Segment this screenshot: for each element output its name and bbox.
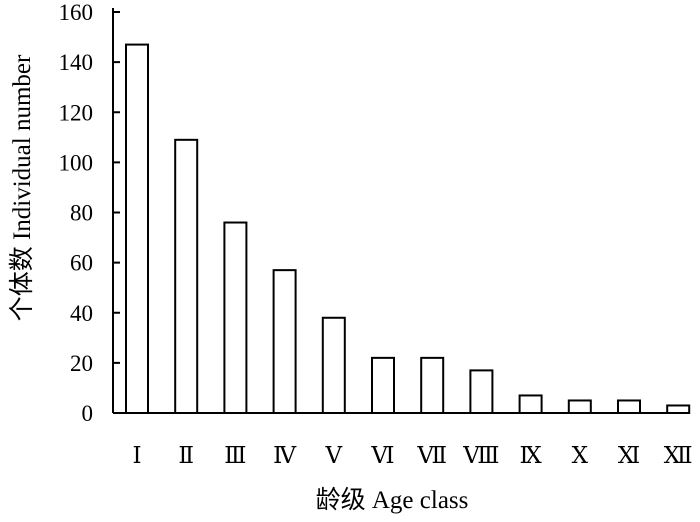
- x-category-label: Ⅰ: [132, 443, 141, 468]
- y-tick-label: 40: [70, 301, 93, 326]
- bar-3: [223, 221, 248, 414]
- x-category-label: Ⅲ: [224, 443, 246, 468]
- bar-11: [617, 399, 641, 414]
- y-axis-title: 个体数 Individual number: [8, 54, 36, 321]
- y-tick-label: 80: [70, 201, 93, 226]
- x-category-label: Ⅻ: [664, 443, 693, 468]
- bar-7: [420, 356, 445, 414]
- y-tick-label: 100: [59, 150, 94, 175]
- y-axis-ticks: 0 20 40 60 80 100 120 140 160: [59, 0, 120, 426]
- x-category-label: Ⅶ: [416, 443, 447, 468]
- bar-6: [371, 356, 395, 414]
- bar-12: [666, 404, 691, 415]
- bar-8: [469, 369, 494, 414]
- x-category-label: Ⅵ: [370, 443, 394, 468]
- x-category-label: Ⅺ: [618, 443, 640, 468]
- y-tick-label: 120: [59, 100, 94, 125]
- y-tick-label: 0: [82, 401, 94, 426]
- x-category-label: Ⅱ: [178, 443, 194, 468]
- y-tick-label: 160: [59, 0, 94, 25]
- y-tick-label: 60: [70, 251, 93, 276]
- y-tick-label: 20: [70, 351, 93, 376]
- x-category-label: Ⅸ: [519, 443, 542, 468]
- x-category-label: Ⅷ: [462, 443, 499, 468]
- bar-5: [321, 316, 346, 415]
- x-category-label: Ⅳ: [273, 443, 297, 468]
- bar-4: [272, 269, 297, 414]
- bars: [125, 43, 691, 415]
- y-tick-label: 140: [59, 50, 94, 75]
- bar-1: [125, 43, 149, 415]
- x-category-label: Ⅹ: [572, 443, 589, 468]
- bar-10: [567, 399, 592, 414]
- bar-2: [174, 138, 199, 414]
- bar-9: [518, 394, 543, 414]
- x-axis-title: 龄级 Age class: [316, 486, 469, 514]
- x-category-label: Ⅴ: [324, 443, 342, 468]
